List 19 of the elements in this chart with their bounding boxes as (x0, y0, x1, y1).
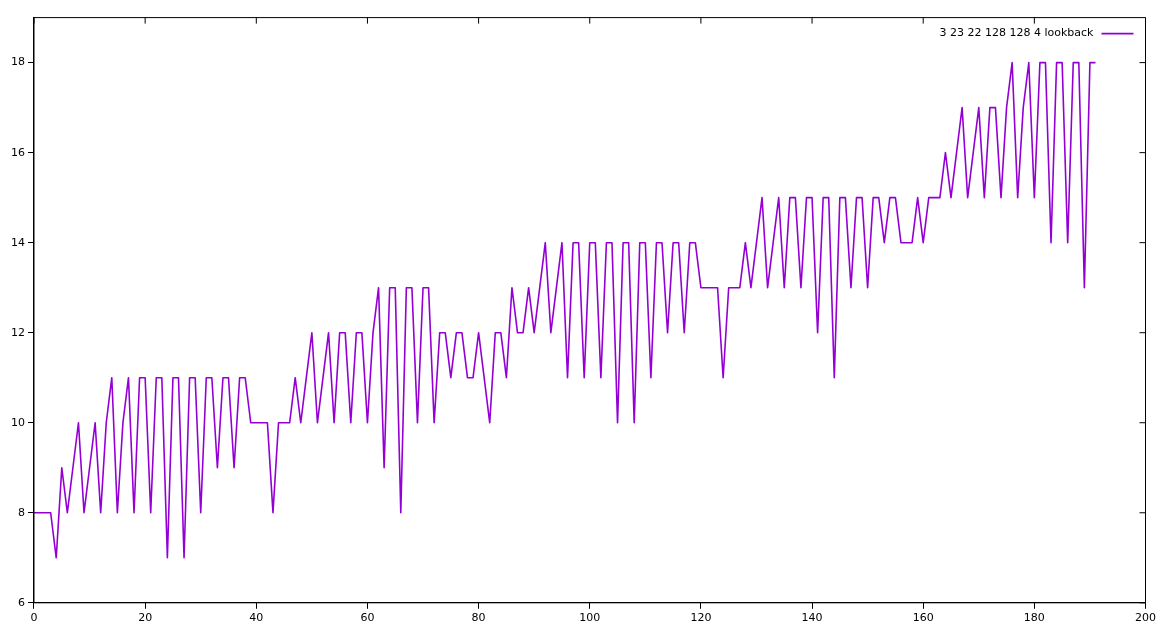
x-tick-label: 200 (1135, 611, 1156, 625)
x-tick-label: 60 (360, 611, 375, 625)
x-tick-label: 160 (912, 611, 934, 625)
y-tick-label: 8 (18, 505, 25, 519)
x-tick-label: 140 (801, 611, 823, 625)
legend-label: 3 23 22 128 128 4 lookback (939, 26, 1095, 40)
x-tick-label: 0 (30, 611, 38, 625)
x-tick-label: 20 (138, 611, 153, 625)
x-tick-label: 180 (1023, 611, 1045, 625)
y-tick-label: 12 (11, 325, 25, 339)
x-tick-label: 120 (690, 611, 712, 625)
x-tick-label: 100 (579, 611, 601, 625)
y-tick-label: 6 (18, 595, 25, 609)
y-tick-label: 14 (11, 235, 25, 249)
y-tick-label: 16 (11, 145, 25, 159)
y-tick-label: 18 (11, 55, 25, 69)
x-tick-label: 80 (471, 611, 486, 625)
x-tick-label: 40 (249, 611, 264, 625)
y-tick-label: 10 (11, 415, 25, 429)
